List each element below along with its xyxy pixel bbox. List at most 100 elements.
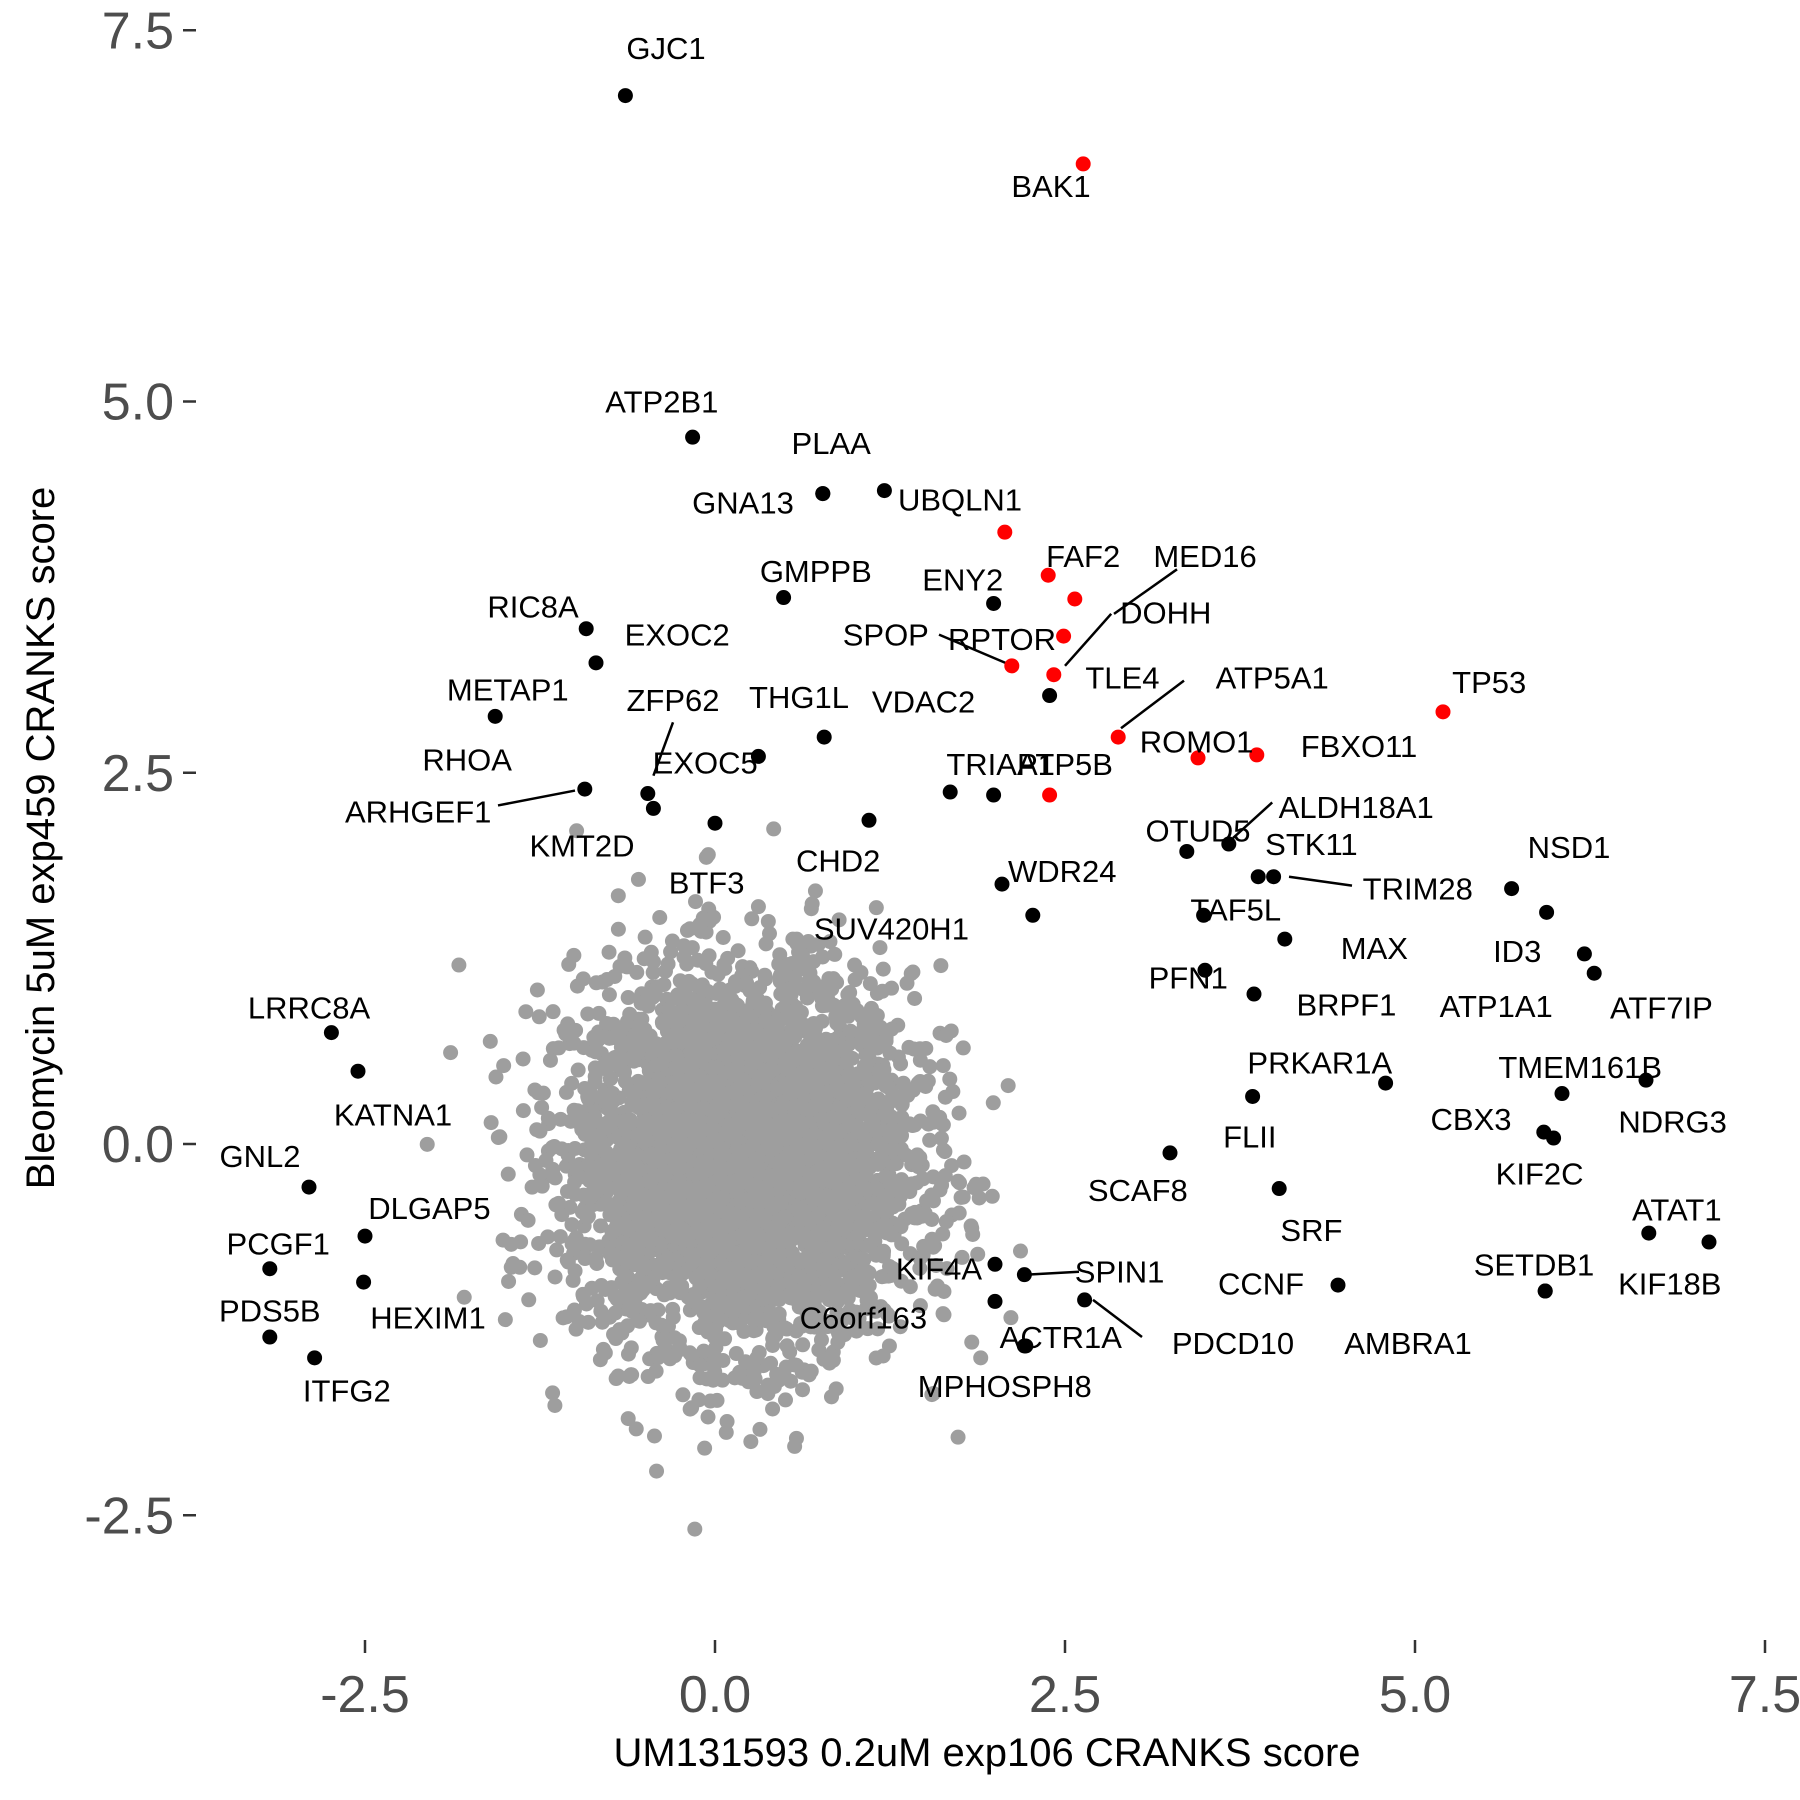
background-point xyxy=(693,923,709,939)
background-point xyxy=(776,982,792,998)
x-axis: -2.5 0.0 2.5 5.0 7.5 xyxy=(320,1640,1800,1724)
background-point xyxy=(871,1063,887,1079)
data-point xyxy=(1586,965,1602,981)
background-point xyxy=(456,1289,472,1305)
background-point xyxy=(750,1163,766,1179)
y-tick-label: 2.5 xyxy=(102,745,174,803)
background-point xyxy=(847,1205,863,1221)
background-point xyxy=(925,1386,941,1402)
background-point xyxy=(640,1369,656,1385)
point-label: ATP1A1 xyxy=(1440,989,1553,1024)
labeled-points-group xyxy=(262,88,1717,1366)
background-point xyxy=(950,1429,966,1445)
data-point xyxy=(1056,628,1072,644)
background-point xyxy=(822,934,838,950)
background-point xyxy=(804,1187,820,1203)
x-axis-title: UM131593 0.2uM exp106 CRANKS score xyxy=(613,1731,1360,1775)
background-point xyxy=(649,1463,665,1479)
background-point xyxy=(567,1174,583,1190)
background-point xyxy=(644,1151,660,1167)
background-point xyxy=(547,1269,563,1285)
point-label: KATNA1 xyxy=(334,1097,452,1132)
background-point xyxy=(860,1210,876,1226)
background-point xyxy=(882,1045,898,1061)
background-point xyxy=(870,1091,886,1107)
background-point xyxy=(783,1026,799,1042)
background-point xyxy=(700,1324,716,1340)
point-label: STK11 xyxy=(1265,827,1357,862)
point-label: RPTOR xyxy=(948,622,1056,657)
background-point xyxy=(570,1062,586,1078)
background-point xyxy=(937,1144,953,1160)
background-point xyxy=(743,1255,759,1271)
background-point xyxy=(800,934,816,950)
background-point xyxy=(886,1141,902,1157)
background-point xyxy=(633,1213,649,1229)
data-point xyxy=(1245,1088,1261,1104)
background-point xyxy=(529,982,545,998)
data-point xyxy=(707,815,723,831)
background-point xyxy=(918,1040,934,1056)
background-point xyxy=(589,1293,605,1309)
background-point xyxy=(700,1162,716,1178)
background-point xyxy=(757,1208,773,1224)
background-point xyxy=(985,1095,1001,1111)
point-label: TLE4 xyxy=(1085,661,1159,696)
background-point xyxy=(597,1345,613,1361)
background-point xyxy=(951,1205,967,1221)
background-point xyxy=(799,1056,815,1072)
data-point xyxy=(1701,1234,1717,1250)
point-label: LRRC8A xyxy=(248,990,371,1025)
x-tick-label: 7.5 xyxy=(1729,1666,1800,1724)
background-point xyxy=(777,1320,793,1336)
point-label: PFN1 xyxy=(1149,961,1228,996)
background-point xyxy=(849,1102,865,1118)
background-point xyxy=(626,1053,642,1069)
data-point xyxy=(1004,658,1020,674)
point-label: SUV420H1 xyxy=(814,912,969,947)
background-point xyxy=(515,1103,531,1119)
background-point xyxy=(766,821,782,837)
background-point xyxy=(938,1214,954,1230)
background-point xyxy=(869,1180,885,1196)
background-point xyxy=(687,1521,703,1537)
background-point xyxy=(545,1161,561,1177)
background-point xyxy=(670,1087,686,1103)
data-point xyxy=(685,429,701,445)
background-point xyxy=(501,1273,517,1289)
background-point xyxy=(790,1200,806,1216)
data-point xyxy=(640,786,656,802)
background-point xyxy=(675,1387,691,1403)
background-point xyxy=(699,1086,715,1102)
point-label: RHOA xyxy=(422,742,512,777)
background-point xyxy=(738,1005,754,1021)
background-point xyxy=(834,1312,850,1328)
background-point xyxy=(708,1020,724,1036)
background-point xyxy=(686,1290,702,1306)
background-point xyxy=(866,1023,882,1039)
background-point xyxy=(699,1371,715,1387)
data-point xyxy=(577,781,593,797)
background-point xyxy=(838,1054,854,1070)
background-point xyxy=(640,998,656,1014)
background-point xyxy=(846,1250,862,1266)
data-point xyxy=(1025,907,1041,923)
background-point xyxy=(795,1382,811,1398)
background-point xyxy=(761,1195,777,1211)
background-point xyxy=(682,1227,698,1243)
background-point xyxy=(549,1242,565,1258)
point-label: ATF7IP xyxy=(1610,990,1713,1025)
background-point xyxy=(520,1212,536,1228)
background-point xyxy=(907,990,923,1006)
background-point xyxy=(780,956,796,972)
background-point xyxy=(920,1116,936,1132)
background-point xyxy=(869,1040,885,1056)
background-point xyxy=(545,1385,561,1401)
background-point xyxy=(859,1143,875,1159)
point-label: AMBRA1 xyxy=(1344,1326,1471,1361)
background-point xyxy=(1000,1078,1016,1094)
background-point xyxy=(835,1213,851,1229)
background-point xyxy=(679,922,695,938)
background-point xyxy=(598,1194,614,1210)
data-point xyxy=(1196,907,1212,923)
